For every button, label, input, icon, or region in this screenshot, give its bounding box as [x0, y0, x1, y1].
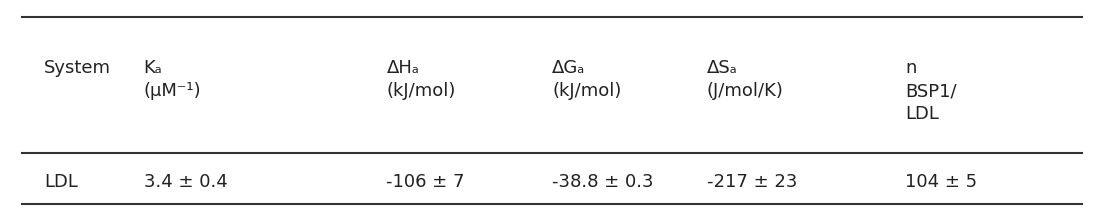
Text: ΔHₐ
(kJ/mol): ΔHₐ (kJ/mol): [386, 59, 456, 100]
Text: ΔSₐ
(J/mol/K): ΔSₐ (J/mol/K): [707, 59, 784, 100]
Text: -217 ± 23: -217 ± 23: [707, 173, 797, 191]
Text: Kₐ
(μM⁻¹): Kₐ (μM⁻¹): [144, 59, 201, 100]
Text: -106 ± 7: -106 ± 7: [386, 173, 465, 191]
Text: -38.8 ± 0.3: -38.8 ± 0.3: [552, 173, 654, 191]
Text: ΔGₐ
(kJ/mol): ΔGₐ (kJ/mol): [552, 59, 622, 100]
Text: LDL: LDL: [44, 173, 78, 191]
Text: 104 ± 5: 104 ± 5: [905, 173, 977, 191]
Text: n
BSP1/
LDL: n BSP1/ LDL: [905, 59, 957, 123]
Text: System: System: [44, 59, 112, 77]
Text: 3.4 ± 0.4: 3.4 ± 0.4: [144, 173, 227, 191]
